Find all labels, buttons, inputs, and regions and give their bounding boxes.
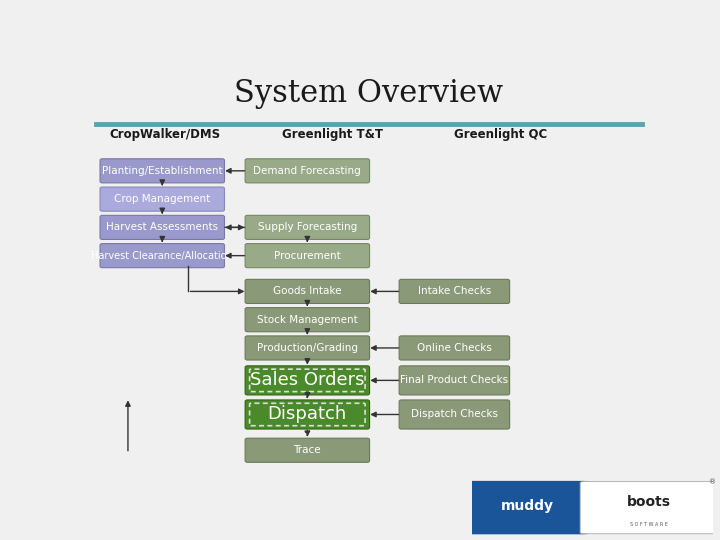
Text: Procurement: Procurement	[274, 251, 341, 261]
Text: Trace: Trace	[294, 446, 321, 455]
Text: CropWalker/DMS: CropWalker/DMS	[109, 128, 221, 141]
FancyBboxPatch shape	[100, 187, 225, 211]
Text: S O F T W A R E: S O F T W A R E	[630, 522, 668, 526]
FancyBboxPatch shape	[245, 366, 369, 395]
FancyBboxPatch shape	[399, 366, 510, 395]
Text: muddy: muddy	[500, 500, 554, 514]
FancyBboxPatch shape	[245, 336, 369, 360]
Text: Sales Orders: Sales Orders	[250, 372, 364, 389]
FancyBboxPatch shape	[245, 159, 369, 183]
Text: Greenlight QC: Greenlight QC	[454, 128, 546, 141]
Text: System Overview: System Overview	[235, 78, 503, 109]
Text: Harvest Clearance/Allocation: Harvest Clearance/Allocation	[91, 251, 233, 261]
FancyBboxPatch shape	[399, 279, 510, 303]
FancyBboxPatch shape	[245, 279, 369, 303]
Text: Goods Intake: Goods Intake	[273, 286, 341, 296]
Text: Production/Grading: Production/Grading	[257, 343, 358, 353]
FancyBboxPatch shape	[245, 400, 369, 429]
Text: Planting/Establishment: Planting/Establishment	[102, 166, 222, 176]
FancyBboxPatch shape	[399, 336, 510, 360]
Text: Final Product Checks: Final Product Checks	[400, 375, 508, 386]
FancyBboxPatch shape	[245, 438, 369, 462]
FancyBboxPatch shape	[464, 481, 590, 535]
Text: Online Checks: Online Checks	[417, 343, 492, 353]
FancyBboxPatch shape	[399, 400, 510, 429]
FancyBboxPatch shape	[100, 159, 225, 183]
Text: ®: ®	[709, 480, 716, 485]
Text: Supply Forecasting: Supply Forecasting	[258, 222, 357, 232]
Text: Dispatch: Dispatch	[268, 406, 347, 423]
Text: Crop Management: Crop Management	[114, 194, 210, 204]
FancyBboxPatch shape	[245, 308, 369, 332]
FancyBboxPatch shape	[100, 215, 225, 239]
FancyBboxPatch shape	[245, 215, 369, 239]
Text: boots: boots	[627, 495, 671, 509]
Text: Stock Management: Stock Management	[257, 315, 358, 325]
FancyBboxPatch shape	[580, 482, 718, 534]
Text: Intake Checks: Intake Checks	[418, 286, 491, 296]
Text: Dispatch Checks: Dispatch Checks	[411, 409, 498, 420]
FancyBboxPatch shape	[245, 244, 369, 268]
Text: Harvest Assessments: Harvest Assessments	[106, 222, 218, 232]
Text: Greenlight T&T: Greenlight T&T	[282, 128, 383, 141]
Text: Demand Forecasting: Demand Forecasting	[253, 166, 361, 176]
FancyBboxPatch shape	[100, 244, 225, 268]
